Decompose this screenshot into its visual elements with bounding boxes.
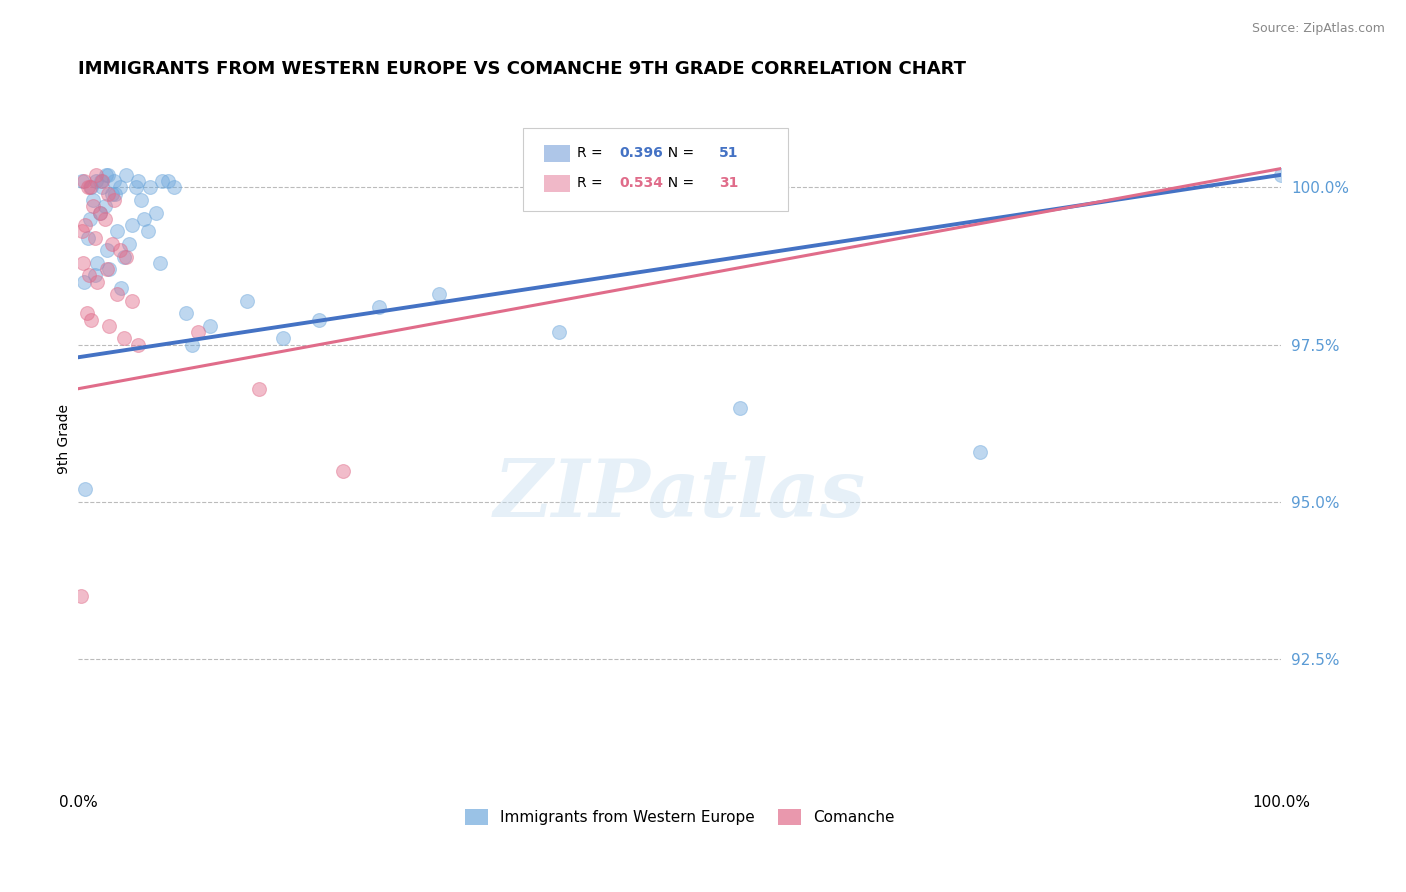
Immigrants from Western Europe [271,331,294,345]
Comanche [101,237,124,252]
Comanche [96,262,118,277]
Text: N =: N = [659,146,699,161]
Text: 31: 31 [720,176,738,190]
Comanche [112,331,135,345]
Comanche [247,382,270,396]
Immigrants from Western Europe [136,224,159,238]
Immigrants from Western Europe [127,174,149,188]
Immigrants from Western Europe [125,180,148,194]
Immigrants from Western Europe [90,174,112,188]
FancyBboxPatch shape [544,145,571,162]
Comanche [79,180,101,194]
Immigrants from Western Europe [308,312,330,326]
Immigrants from Western Europe [427,287,450,301]
Immigrants from Western Europe [91,180,114,194]
Immigrants from Western Europe [118,237,141,252]
Immigrants from Western Europe [75,483,97,497]
Immigrants from Western Europe [104,186,127,201]
Immigrants from Western Europe [150,174,173,188]
Immigrants from Western Europe [110,180,132,194]
Text: R =: R = [578,176,607,190]
Immigrants from Western Europe [80,180,103,194]
Comanche [77,268,100,283]
Immigrants from Western Europe [149,256,172,270]
Immigrants from Western Europe [73,275,96,289]
Y-axis label: 9th Grade: 9th Grade [58,404,72,474]
Text: 0.534: 0.534 [620,176,664,190]
Immigrants from Western Europe [70,174,93,188]
Immigrants from Western Europe [89,205,111,219]
Immigrants from Western Europe [79,211,101,226]
Immigrants from Western Europe [121,218,143,232]
Comanche [72,256,94,270]
FancyBboxPatch shape [523,128,787,211]
Comanche [82,199,104,213]
Legend: Immigrants from Western Europe, Comanche: Immigrants from Western Europe, Comanche [457,802,903,833]
Immigrants from Western Europe [139,180,162,194]
Immigrants from Western Europe [96,244,118,258]
Immigrants from Western Europe [76,231,98,245]
Comanche [75,218,97,232]
Immigrants from Western Europe [103,174,125,188]
Comanche [332,463,354,477]
Comanche [86,275,108,289]
Text: Source: ZipAtlas.com: Source: ZipAtlas.com [1251,22,1385,36]
Immigrants from Western Europe [969,444,991,458]
FancyBboxPatch shape [544,175,571,192]
Comanche [103,193,125,207]
Comanche [70,224,93,238]
Comanche [76,180,98,194]
Immigrants from Western Europe [97,168,120,182]
Comanche [73,174,96,188]
Comanche [80,312,103,326]
Comanche [84,231,107,245]
Comanche [98,318,121,333]
Comanche [110,244,132,258]
Text: R =: R = [578,146,607,161]
Immigrants from Western Europe [110,281,132,295]
Immigrants from Western Europe [112,250,135,264]
Comanche [84,168,107,182]
Comanche [187,325,209,339]
Immigrants from Western Europe [181,337,204,351]
Immigrants from Western Europe [94,168,117,182]
Immigrants from Western Europe [86,256,108,270]
Comanche [89,205,111,219]
Immigrants from Western Europe [101,186,124,201]
Comanche [127,337,149,351]
Immigrants from Western Europe [728,401,751,415]
Immigrants from Western Europe [1270,168,1292,182]
Immigrants from Western Europe [235,293,257,308]
Immigrants from Western Europe [367,300,389,314]
Immigrants from Western Europe [548,325,571,339]
Text: ZIPatlas: ZIPatlas [494,456,866,533]
Immigrants from Western Europe [157,174,180,188]
Immigrants from Western Europe [98,262,121,277]
Comanche [76,306,98,320]
Immigrants from Western Europe [145,205,167,219]
Immigrants from Western Europe [163,180,186,194]
Comanche [93,211,115,226]
Text: N =: N = [659,176,699,190]
Immigrants from Western Europe [134,211,156,226]
Immigrants from Western Europe [84,268,107,283]
Comanche [121,293,143,308]
Comanche [115,250,138,264]
Text: IMMIGRANTS FROM WESTERN EUROPE VS COMANCHE 9TH GRADE CORRELATION CHART: IMMIGRANTS FROM WESTERN EUROPE VS COMANC… [79,60,966,78]
Immigrants from Western Europe [105,224,128,238]
Comanche [69,590,91,604]
Text: 0.396: 0.396 [620,146,664,161]
Immigrants from Western Europe [84,174,107,188]
Comanche [91,174,114,188]
Immigrants from Western Europe [129,193,152,207]
Immigrants from Western Europe [93,199,115,213]
Text: 51: 51 [720,146,738,161]
Immigrants from Western Europe [176,306,198,320]
Immigrants from Western Europe [115,168,138,182]
Comanche [105,287,128,301]
Immigrants from Western Europe [200,318,222,333]
Comanche [97,186,120,201]
Immigrants from Western Europe [82,193,104,207]
